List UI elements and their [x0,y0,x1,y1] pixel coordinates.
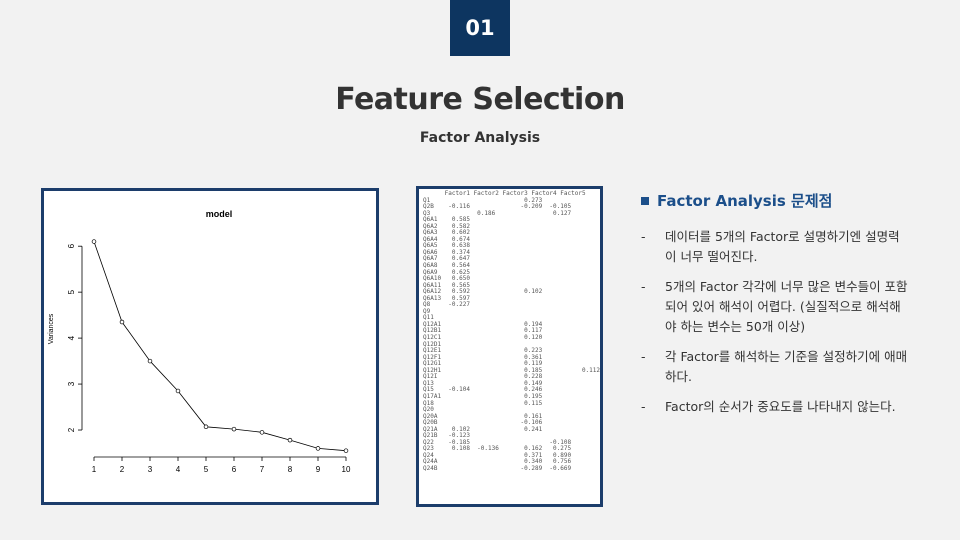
dash-icon: - [641,399,646,414]
y-tick-label: 2 [67,427,76,432]
data-point [259,430,265,435]
dash-icon: - [641,229,646,244]
x-tick-label: 7 [260,465,265,474]
list-item-text: Factor의 순서가 중요도를 나타내지 않는다. [665,399,896,414]
page-title: Feature Selection [335,82,625,117]
list-item: - 데이터를 5개의 Factor로 설명하기엔 설명력이 너무 떨어진다. [641,227,911,267]
x-tick-label: 5 [204,465,209,474]
issues-heading-text: Factor Analysis 문제점 [657,192,833,210]
slide-number: 01 [465,16,495,40]
x-tick-label: 9 [316,465,321,474]
x-tick-label: 3 [148,465,153,474]
list-item-text: 5개의 Factor 각각에 너무 많은 변수들이 포함되어 있어 해석이 어렵… [665,279,908,334]
page-subtitle: Factor Analysis [419,130,541,146]
slide-number-badge: 01 [450,0,510,56]
x-tick-label: 10 [342,465,351,474]
x-tick-label: 2 [120,465,125,474]
list-item: - 5개의 Factor 각각에 너무 많은 변수들이 포함되어 있어 해석이 어… [641,277,911,337]
y-tick-label: 6 [67,243,76,248]
x-tick-label: 4 [176,465,181,474]
dash-icon: - [641,279,646,294]
data-point [147,358,153,364]
y-tick-label: 4 [67,335,76,340]
y-tick-label: 5 [67,289,76,294]
axes: 1 2 3 4 5 6 7 8 9 10 2 3 4 5 6 [67,243,351,474]
list-item: - 각 Factor를 해석하는 기준을 설정하기에 애매하다. [641,347,911,387]
data-point [91,239,97,244]
data-point [315,446,321,451]
data-point [287,437,293,443]
list-item-text: 각 Factor를 해석하는 기준을 설정하기에 애매하다. [665,349,908,384]
series-line [91,239,349,453]
data-point [203,424,209,430]
square-bullet-icon [641,196,649,205]
data-point [343,448,349,453]
x-tick-label: 8 [288,465,293,474]
y-tick-label: 3 [67,381,76,386]
list-item-text: 데이터를 5개의 Factor로 설명하기엔 설명력이 너무 떨어진다. [665,229,900,264]
factor-loadings-table: Factor1 Factor2 Factor3 Factor4 Factor5 … [416,186,603,507]
scree-plot: model Variances 1 2 3 4 5 6 7 8 9 10 2 3 4 5 6 [48,209,351,474]
y-axis-label: Variances [48,313,55,344]
issues-section: Factor Analysis 문제점 - 데이터를 5개의 Factor로 설명… [641,190,911,427]
x-tick-label: 6 [232,465,237,474]
issues-list: - 데이터를 5개의 Factor로 설명하기엔 설명력이 너무 떨어진다. - 5… [641,227,911,417]
data-point [231,426,237,432]
series-polyline [93,241,347,452]
data-point [119,319,125,325]
x-tick-label: 1 [92,465,97,474]
dash-icon: - [641,349,646,364]
chart-title: model [206,209,233,219]
scree-plot-panel: model Variances 1 2 3 4 5 6 7 8 9 10 2 3 4 5 6 [41,188,379,505]
factor-loadings-text: Factor1 Factor2 Factor3 Factor4 Factor5 … [423,190,601,472]
issues-heading: Factor Analysis 문제점 [641,190,911,211]
list-item: - Factor의 순서가 중요도를 나타내지 않는다. [641,397,911,417]
data-point [175,388,181,394]
